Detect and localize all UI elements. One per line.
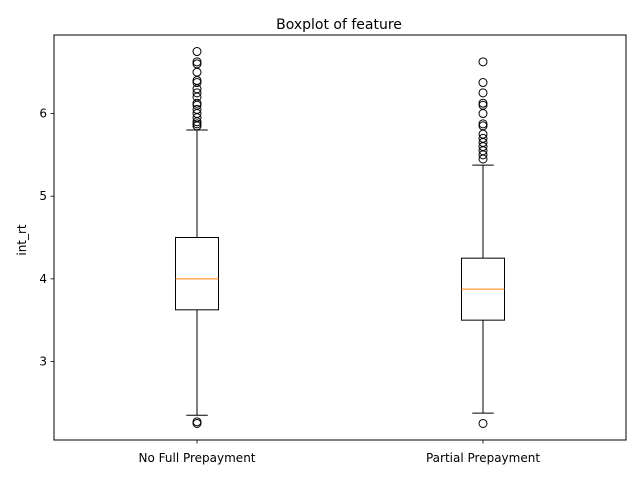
x-tick-label: Partial Prepayment	[426, 451, 540, 465]
y-tick-label: 5	[39, 189, 47, 203]
outlier-point	[478, 98, 488, 108]
chart-title: Boxplot of feature	[276, 17, 402, 33]
axes-frame	[53, 34, 627, 441]
y-tick-label: 6	[39, 107, 47, 121]
outlier-point	[192, 119, 202, 129]
outlier-point	[192, 57, 202, 67]
outlier-point	[192, 75, 202, 85]
outlier-point	[478, 109, 488, 119]
plot-area: 3 4 5 6 No Full Prepayment Partial Prepayment	[39, 47, 540, 465]
x-tick-label: No Full Prepayment	[139, 451, 256, 465]
outlier-point	[192, 59, 202, 69]
outlier-point	[478, 418, 488, 428]
outlier-point	[192, 47, 202, 57]
outlier-point	[192, 98, 202, 108]
outlier-point	[478, 100, 488, 110]
outlier-point	[478, 78, 488, 88]
outlier-point	[192, 78, 202, 88]
iqr-box	[175, 237, 219, 311]
y-tick-label: 3	[39, 354, 47, 368]
outlier-point	[478, 133, 488, 143]
outlier-point	[478, 57, 488, 67]
y-tick-label: 4	[39, 272, 47, 286]
outlier-point	[192, 417, 202, 427]
outlier-point	[478, 121, 488, 131]
outlier-point	[192, 67, 202, 77]
outlier-point	[192, 104, 202, 114]
y-axis-label: int_rt	[15, 224, 29, 256]
outlier-point	[192, 88, 202, 98]
outlier-point	[478, 88, 488, 98]
outlier-point	[478, 119, 488, 129]
